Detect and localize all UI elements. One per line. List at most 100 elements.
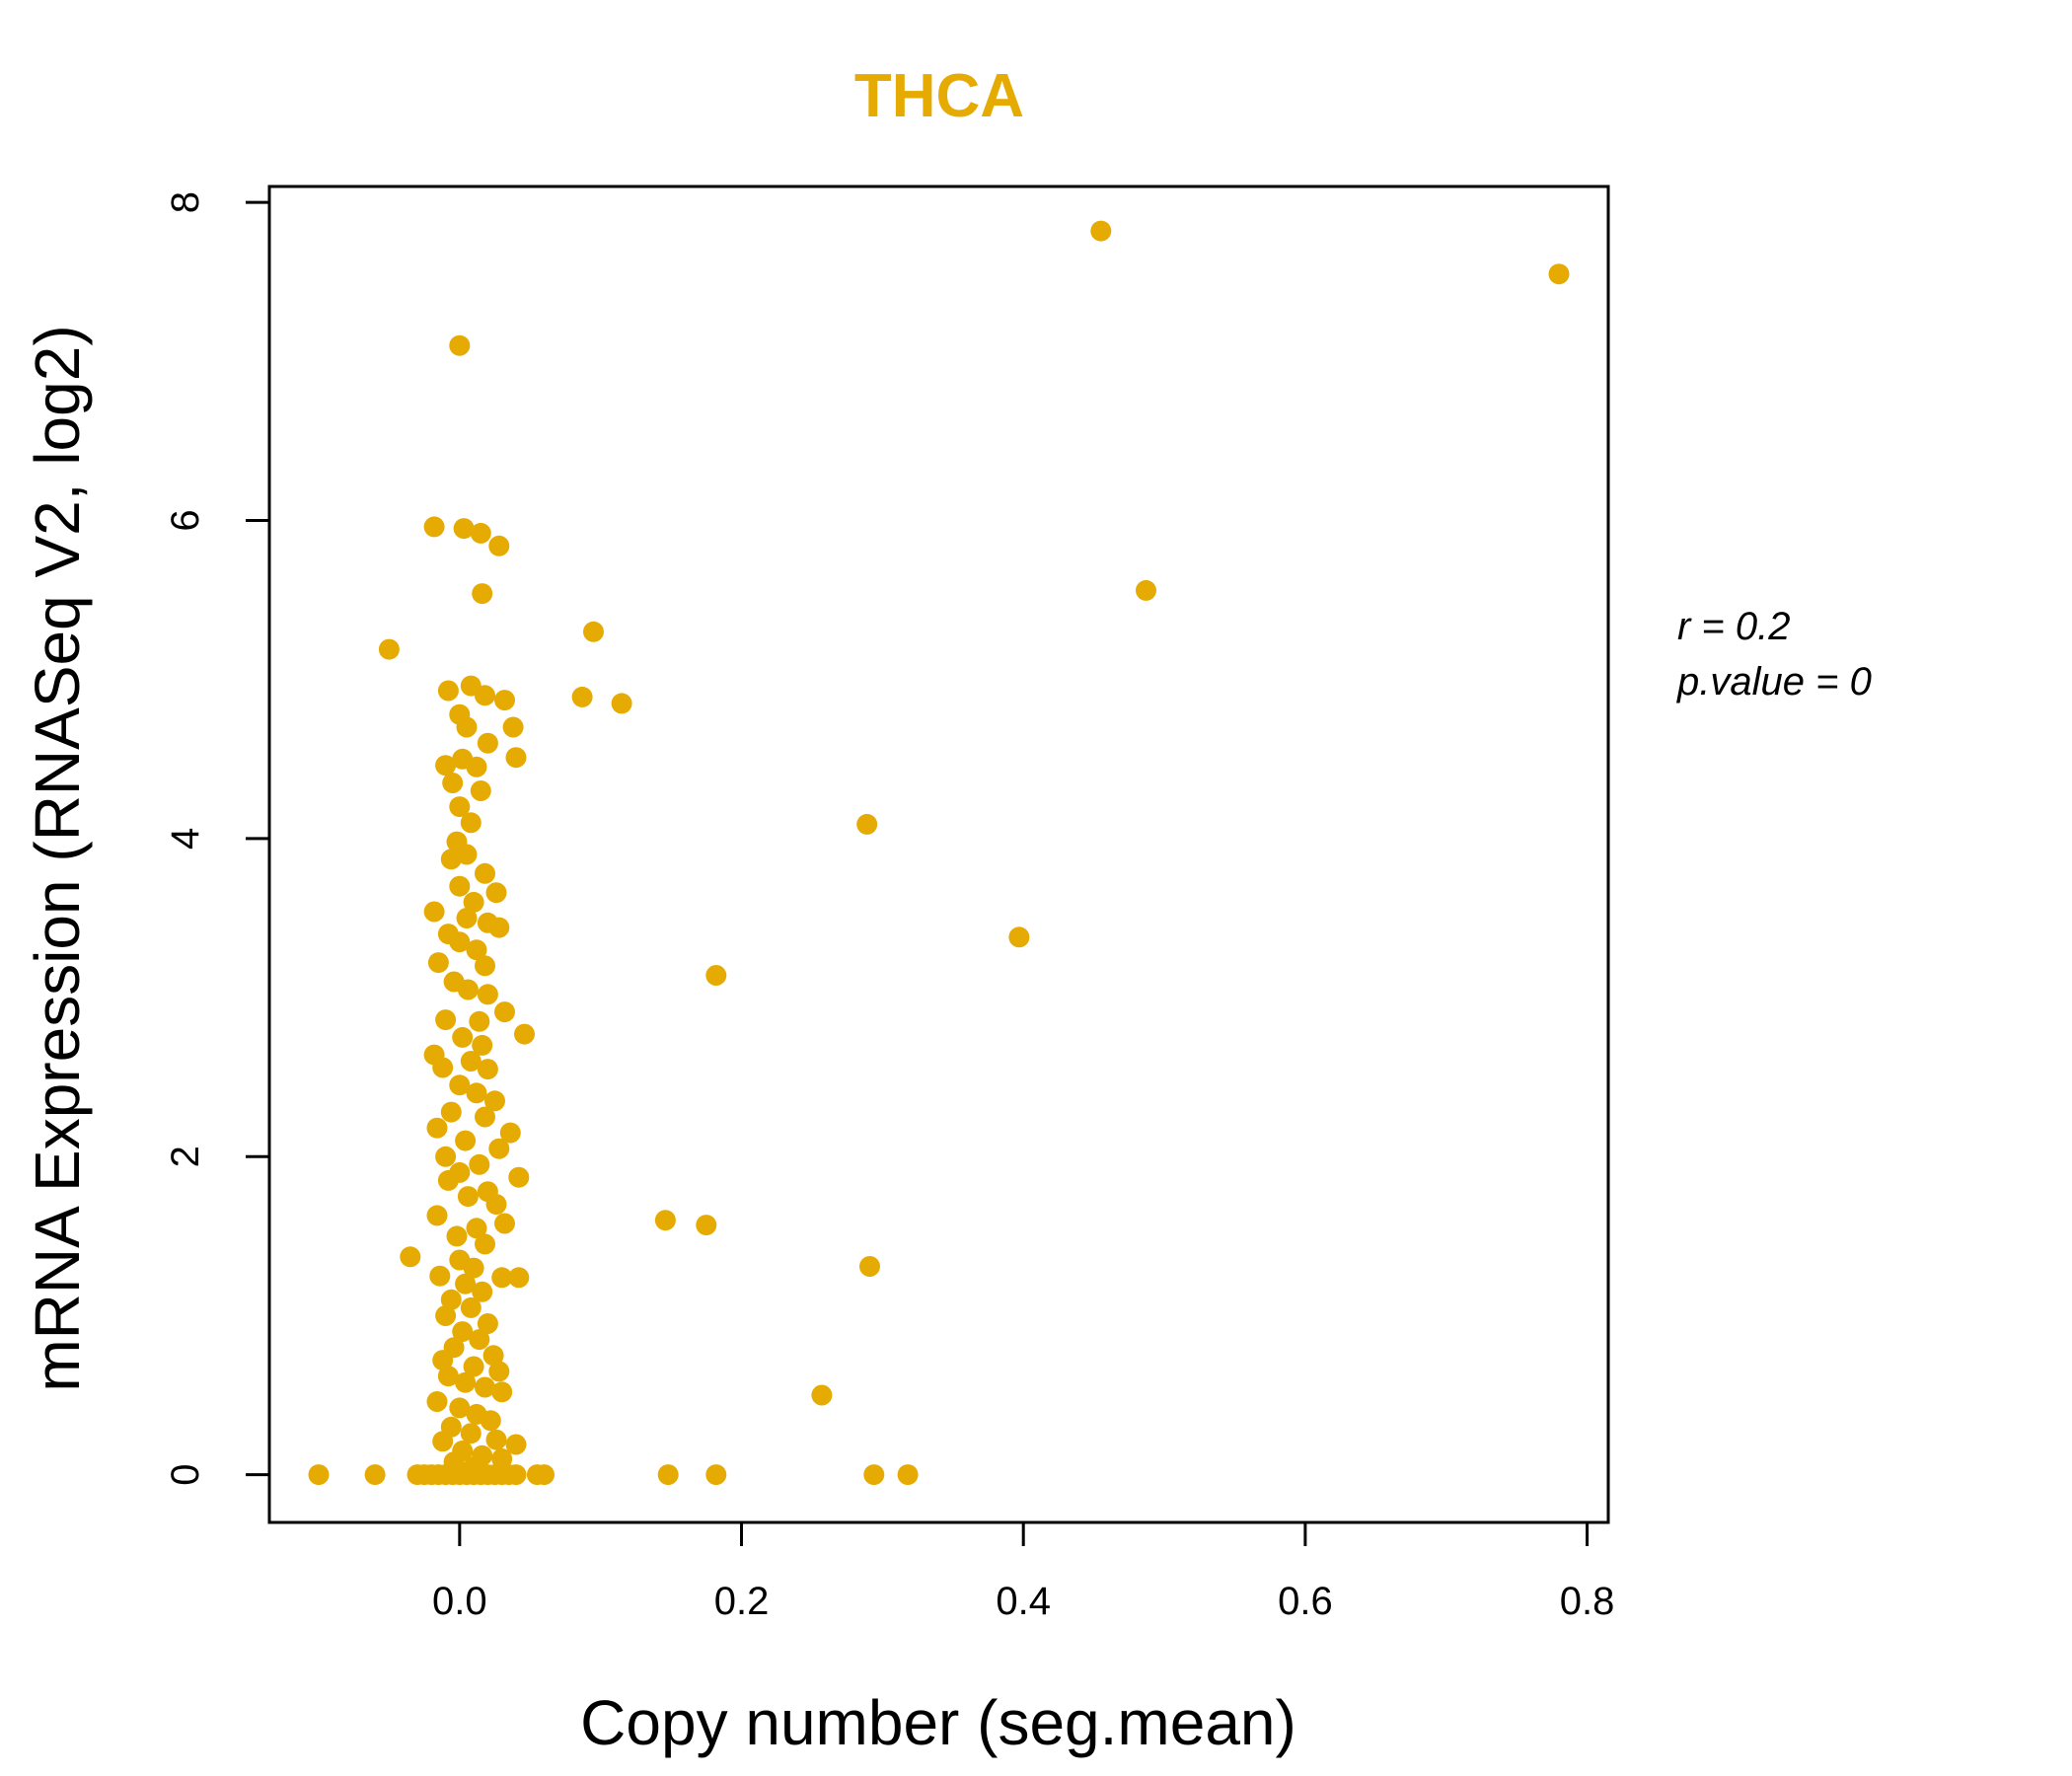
data-point <box>457 979 479 1000</box>
data-point <box>446 1225 468 1247</box>
data-point <box>477 1313 498 1334</box>
data-point <box>897 1464 919 1486</box>
data-point <box>485 1429 507 1450</box>
data-point <box>427 952 449 974</box>
data-point <box>423 516 445 538</box>
data-point <box>505 747 527 769</box>
data-point <box>508 1267 530 1289</box>
data-point <box>452 1026 474 1048</box>
data-point <box>475 1106 495 1128</box>
data-point <box>859 1256 880 1277</box>
data-point <box>460 812 481 834</box>
data-point <box>488 535 510 556</box>
data-point <box>705 1464 727 1486</box>
data-point <box>437 1366 459 1387</box>
data-point <box>466 756 487 777</box>
data-point <box>505 1464 527 1486</box>
data-point <box>432 1431 454 1452</box>
data-point <box>449 796 471 818</box>
data-point <box>571 686 593 707</box>
data-point <box>499 1122 521 1144</box>
data-point <box>1008 926 1030 948</box>
data-point <box>583 621 604 642</box>
x-tick-label: 0.6 <box>1278 1580 1333 1623</box>
data-point <box>460 1296 481 1318</box>
data-point <box>696 1215 717 1236</box>
data-point <box>505 1434 527 1455</box>
correlation-r-annotation: r = 0.2 <box>1677 605 1791 648</box>
data-point <box>472 1281 493 1302</box>
data-point <box>453 518 475 540</box>
data-point <box>435 1305 457 1326</box>
data-point <box>488 917 510 938</box>
data-point <box>1090 220 1112 242</box>
data-point <box>463 891 484 913</box>
data-point <box>485 1194 507 1216</box>
data-point <box>423 901 445 923</box>
data-point <box>466 1082 487 1104</box>
data-point <box>440 1101 462 1123</box>
data-point <box>811 1384 833 1406</box>
data-point <box>472 1034 493 1056</box>
y-axis: 0 2 4 6 8 <box>164 191 271 1486</box>
data-point <box>705 965 727 986</box>
data-point <box>460 1423 481 1444</box>
data-point <box>449 931 471 953</box>
data-point <box>378 638 400 660</box>
data-point <box>477 1059 498 1080</box>
data-point <box>475 862 495 884</box>
x-tick-label: 0.4 <box>996 1580 1051 1623</box>
y-tick-label: 2 <box>164 1146 207 1167</box>
data-point <box>457 1186 479 1208</box>
data-point <box>440 1289 462 1310</box>
data-point <box>469 1010 490 1032</box>
p-value-annotation: p.value = 0 <box>1676 660 1872 703</box>
data-point <box>477 984 498 1005</box>
data-point <box>488 1138 510 1159</box>
data-point <box>432 1350 454 1371</box>
data-point <box>435 1009 457 1031</box>
data-point <box>654 1210 676 1231</box>
data-point <box>455 1130 477 1151</box>
x-axis-label: Copy number (seg.mean) <box>580 1687 1296 1758</box>
data-point <box>400 1246 421 1268</box>
data-point <box>426 1205 448 1226</box>
data-point <box>477 732 498 754</box>
data-point <box>491 1381 513 1403</box>
y-tick-label: 0 <box>164 1464 207 1486</box>
data-point <box>1548 263 1570 285</box>
data-point <box>426 1117 448 1139</box>
data-point <box>475 1376 495 1398</box>
x-axis: 0.0 0.2 0.4 0.6 0.8 <box>432 1520 1614 1623</box>
y-tick-label: 6 <box>164 509 207 531</box>
data-point <box>455 1273 477 1295</box>
chart-title: THCA <box>854 62 1024 130</box>
y-tick-label: 4 <box>164 828 207 850</box>
data-point <box>484 1090 505 1112</box>
data-point <box>494 1001 515 1023</box>
data-point <box>463 1356 484 1377</box>
data-point <box>463 1456 484 1478</box>
data-point <box>488 1361 510 1382</box>
data-point <box>432 1057 454 1078</box>
data-point <box>470 522 491 544</box>
data-point <box>534 1464 555 1486</box>
data-point <box>364 1464 386 1486</box>
data-point <box>440 849 462 870</box>
data-point <box>472 583 493 605</box>
data-point <box>491 1267 513 1289</box>
data-point <box>470 780 491 801</box>
points-layer <box>308 220 1570 1486</box>
data-point <box>449 334 471 356</box>
data-point <box>463 1257 484 1279</box>
data-point <box>435 755 457 777</box>
data-point <box>469 1153 490 1175</box>
data-point <box>469 1329 490 1351</box>
data-point <box>437 680 459 702</box>
data-point <box>452 1321 474 1343</box>
data-point <box>480 1410 501 1432</box>
data-point <box>443 1451 465 1473</box>
data-point <box>460 1051 481 1072</box>
y-axis-label: mRNA Expression (RNASeq V2, log2) <box>22 325 93 1391</box>
